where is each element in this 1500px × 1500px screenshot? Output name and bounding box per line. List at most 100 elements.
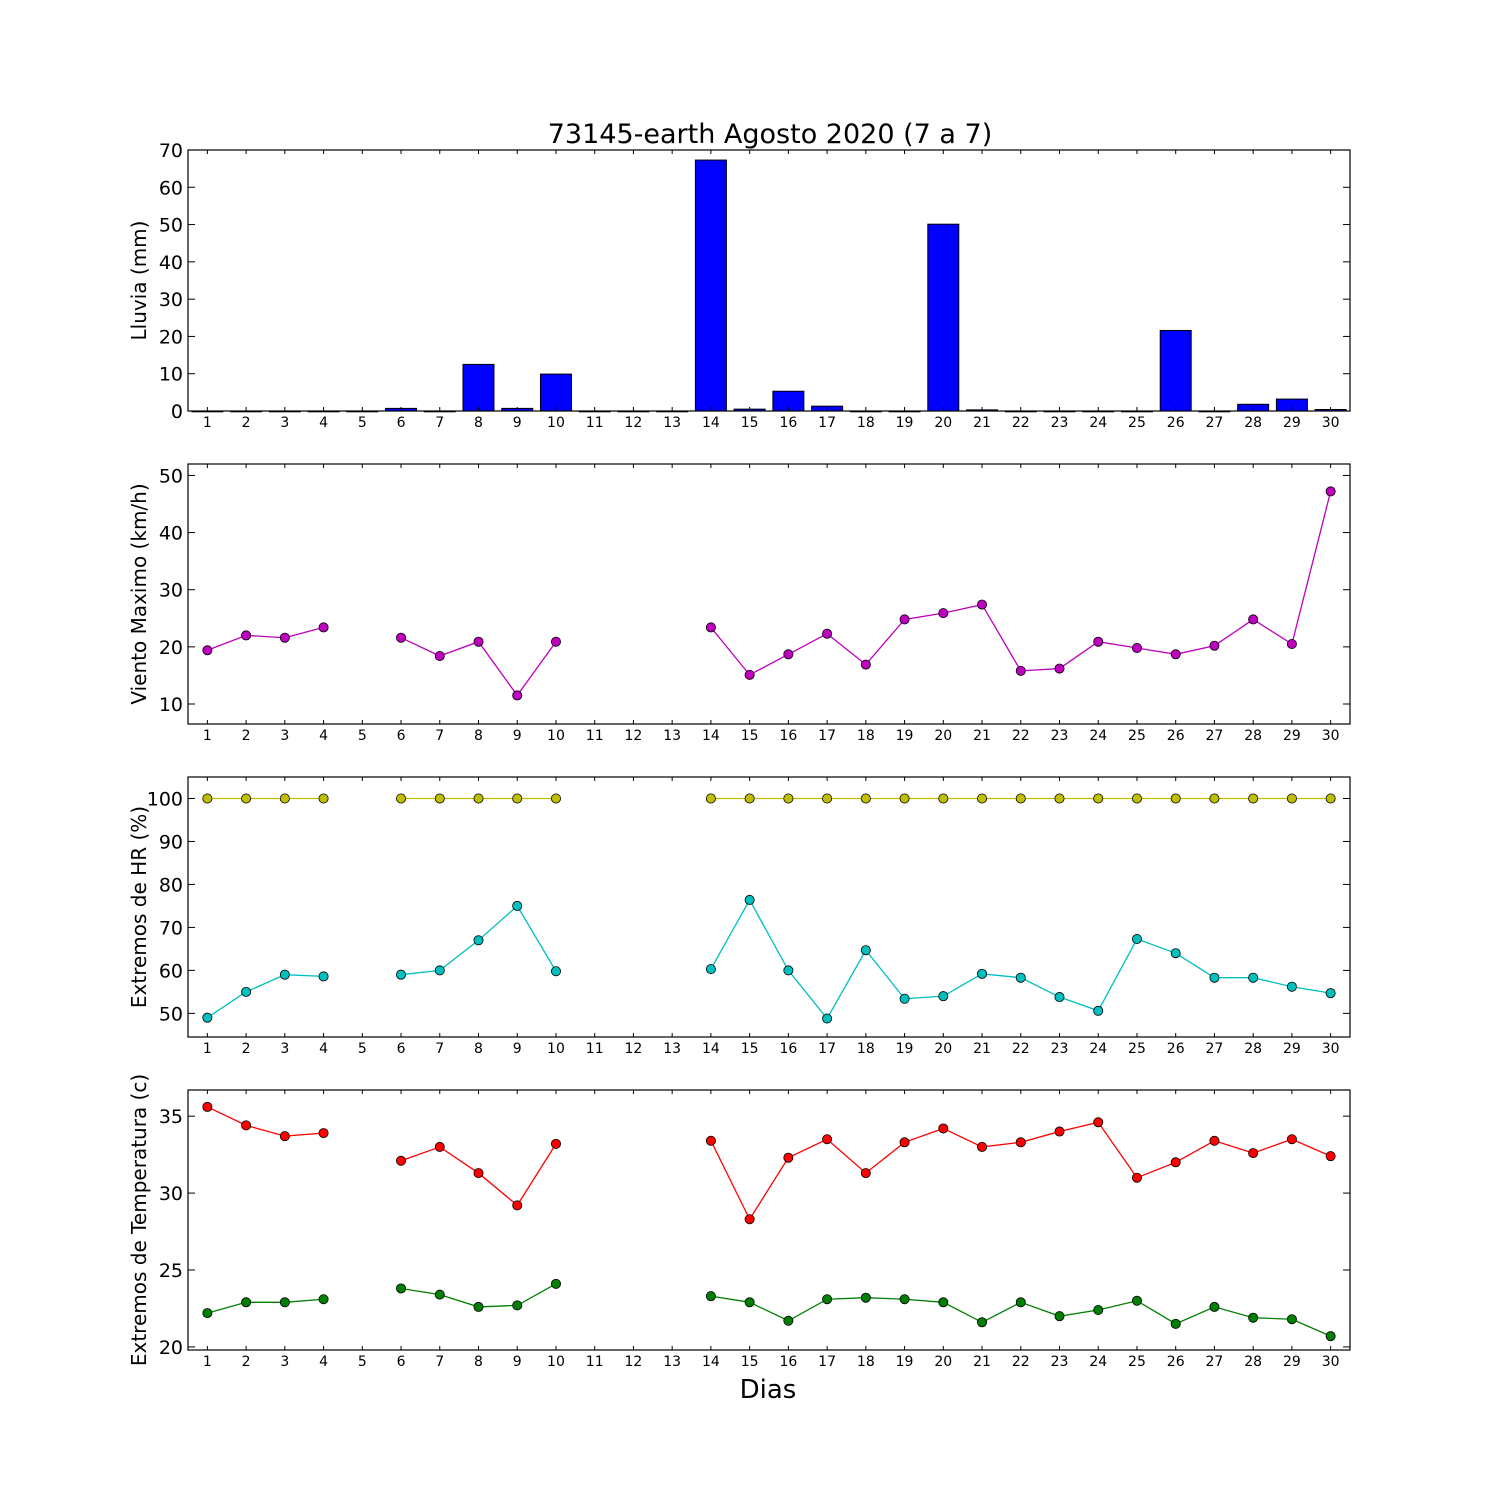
wind-xtick-label-2: 2	[242, 728, 251, 744]
temperature-xtick-label-11: 11	[586, 1354, 604, 1370]
wind-xtick-label-23: 23	[1051, 728, 1069, 744]
rain-xtick-label-8: 8	[474, 415, 483, 431]
humidity-xtick-label-27: 27	[1206, 1041, 1224, 1057]
temperature-series-0-point-28	[1248, 1148, 1259, 1159]
humidity-series-0-point-9	[512, 793, 523, 804]
temperature-series-1-line	[207, 1298, 324, 1314]
rain-xtick-label-17: 17	[818, 415, 836, 431]
temperature-y-axis-label: Extremos de Temperatura (c)	[127, 1074, 151, 1366]
humidity-series-1-point-26	[1170, 948, 1181, 959]
humidity-xtick-label-16: 16	[779, 1041, 797, 1057]
temperature-series-0-point-18	[860, 1168, 871, 1179]
humidity-ytick-label-60: 60	[159, 960, 183, 982]
temperature-xtick-label-19: 19	[896, 1354, 914, 1370]
humidity-xtick-label-25: 25	[1128, 1041, 1146, 1057]
rain-xtick-label-29: 29	[1283, 415, 1301, 431]
rain-bar-20	[927, 223, 960, 412]
humidity-series-0-point-8	[473, 793, 484, 804]
wind-xtick-label-8: 8	[474, 728, 483, 744]
rain-ytick-label-60: 60	[159, 177, 183, 199]
humidity-xtick-label-29: 29	[1283, 1041, 1301, 1057]
humidity-series-1-line	[207, 974, 324, 1019]
temperature-series-0-point-10	[550, 1138, 561, 1149]
humidity-series-1-point-21	[977, 968, 988, 979]
wind-series-0-point-19	[899, 614, 910, 625]
rain-xtick-label-13: 13	[663, 415, 681, 431]
humidity-xtick-label-26: 26	[1167, 1041, 1185, 1057]
humidity-series-0-point-3	[279, 793, 290, 804]
humidity-series-0-point-14	[705, 793, 716, 804]
humidity-ytick-label-80: 80	[159, 874, 183, 896]
temperature-series-1-point-17	[822, 1294, 833, 1305]
humidity-series-0-point-26	[1170, 793, 1181, 804]
temperature-series-0-point-21	[977, 1141, 988, 1152]
temperature-series-0-point-20	[938, 1123, 949, 1134]
humidity-y-axis-label: Extremos de HR (%)	[127, 806, 151, 1008]
wind-xtick-label-29: 29	[1283, 728, 1301, 744]
humidity-series-1-point-23	[1054, 992, 1065, 1003]
humidity-series-1-point-9	[512, 900, 523, 911]
temperature-xtick-label-1: 1	[203, 1354, 212, 1370]
humidity-ytick-label-70: 70	[159, 917, 183, 939]
wind-series-0-point-6	[396, 632, 407, 643]
rain-xtick-label-26: 26	[1167, 415, 1185, 431]
wind-series-0-point-7	[434, 651, 445, 662]
humidity-series-1-point-3	[279, 969, 290, 980]
temperature-xtick-label-22: 22	[1012, 1354, 1030, 1370]
temperature-xtick-label-14: 14	[702, 1354, 720, 1370]
temperature-series-1-point-18	[860, 1292, 871, 1303]
temperature-xtick-label-2: 2	[242, 1354, 251, 1370]
wind-series-0-line	[207, 626, 324, 651]
temperature-xtick-label-21: 21	[973, 1354, 991, 1370]
humidity-xtick-label-22: 22	[1012, 1041, 1030, 1057]
temperature-xtick-label-25: 25	[1128, 1354, 1146, 1370]
humidity-series-1-line	[710, 898, 1331, 1020]
humidity-series-0-point-6	[396, 793, 407, 804]
humidity-ytick-label-50: 50	[159, 1003, 183, 1025]
temperature-series-1-point-7	[434, 1289, 445, 1300]
temperature-xtick-label-16: 16	[779, 1354, 797, 1370]
wind-series-0-point-29	[1286, 639, 1297, 650]
rain-xtick-label-25: 25	[1128, 415, 1146, 431]
temperature-series-1-point-27	[1209, 1301, 1220, 1312]
humidity-series-0-point-25	[1131, 793, 1142, 804]
temperature-series-1-point-2	[241, 1297, 252, 1308]
temperature-series-0-point-6	[396, 1155, 407, 1166]
wind-series-0-point-30	[1325, 486, 1336, 497]
temperature-series-0-point-2	[241, 1120, 252, 1131]
wind-xtick-label-19: 19	[896, 728, 914, 744]
rain-xtick-label-19: 19	[896, 415, 914, 431]
humidity-xtick-label-1: 1	[203, 1041, 212, 1057]
humidity-series-1-point-14	[705, 964, 716, 975]
rain-xtick-label-27: 27	[1206, 415, 1224, 431]
rain-xtick-label-5: 5	[358, 415, 367, 431]
humidity-xtick-label-11: 11	[586, 1041, 604, 1057]
temperature-series-0-point-29	[1286, 1134, 1297, 1145]
rain-ytick-label-10: 10	[159, 364, 183, 386]
temperature-series-0-point-30	[1325, 1151, 1336, 1162]
rain-xtick-label-18: 18	[857, 415, 875, 431]
humidity-xtick-label-4: 4	[319, 1041, 328, 1057]
humidity-xtick-label-17: 17	[818, 1041, 836, 1057]
rain-ytick-label-40: 40	[159, 252, 183, 274]
temperature-xtick-label-6: 6	[397, 1354, 406, 1370]
humidity-xtick-label-18: 18	[857, 1041, 875, 1057]
humidity-xtick-label-24: 24	[1089, 1041, 1107, 1057]
humidity-series-1-point-29	[1286, 981, 1297, 992]
wind-xtick-label-22: 22	[1012, 728, 1030, 744]
humidity-ytick-label-90: 90	[159, 831, 183, 853]
humidity-xtick-label-15: 15	[741, 1041, 759, 1057]
rain-bar-26	[1159, 329, 1192, 412]
wind-series-0-point-15	[744, 669, 755, 680]
wind-series-0-point-21	[977, 599, 988, 610]
rain-xtick-label-14: 14	[702, 415, 720, 431]
humidity-ytick-label-100: 100	[147, 788, 183, 810]
humidity-series-1-point-7	[434, 965, 445, 976]
temperature-series-0-point-15	[744, 1214, 755, 1225]
rain-ytick-label-50: 50	[159, 215, 183, 237]
temperature-xtick-label-20: 20	[934, 1354, 952, 1370]
rain-xtick-label-6: 6	[397, 415, 406, 431]
temperature-series-0-point-14	[705, 1135, 716, 1146]
rain-bar-14	[694, 159, 727, 412]
wind-series-0-point-8	[473, 636, 484, 647]
